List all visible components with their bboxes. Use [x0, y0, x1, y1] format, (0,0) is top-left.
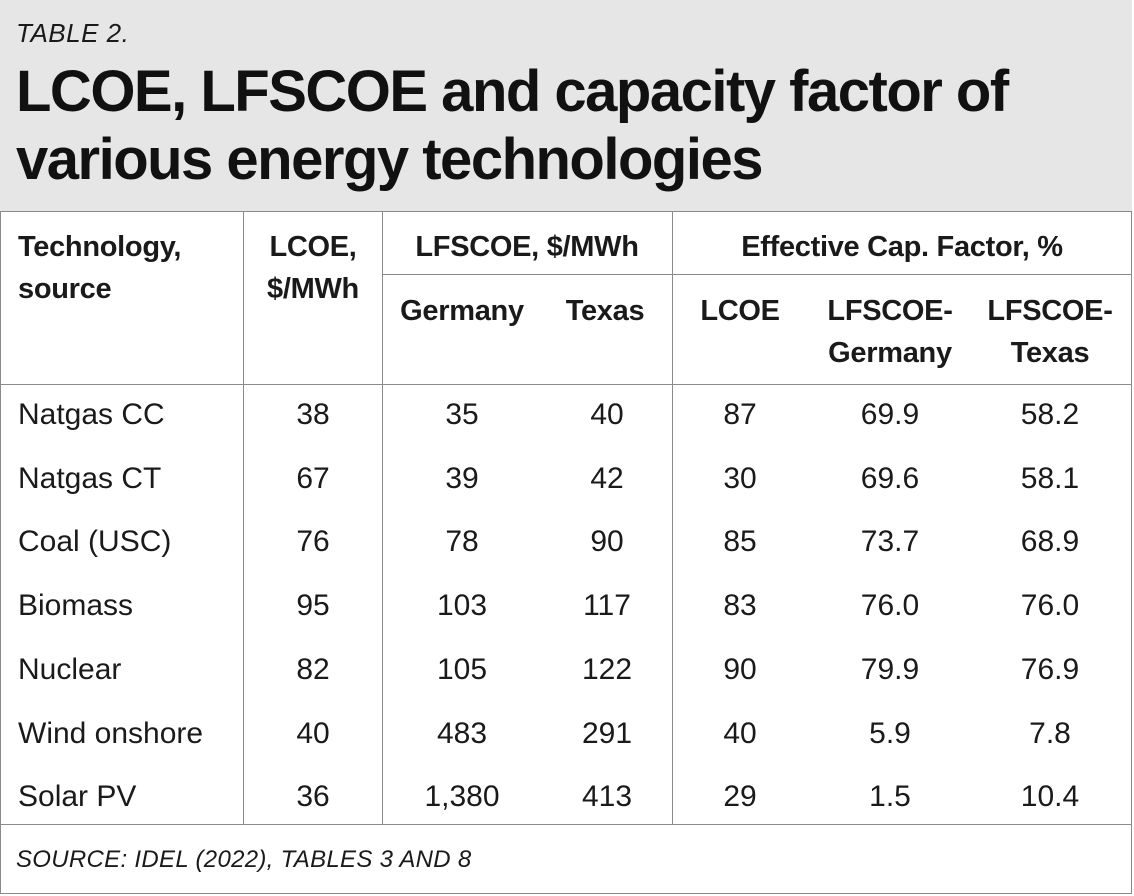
- cell-lcoe: 38: [296, 398, 330, 431]
- cell-cf-lcoe: 83: [723, 589, 757, 623]
- column-divider: [672, 212, 673, 824]
- cell-cf-germany: 76.0: [860, 589, 920, 623]
- header-cf-germany-line-2: Germany: [828, 337, 952, 369]
- cell-lfscoe-texas: 413: [581, 780, 633, 814]
- header-cf-texas-line-2: Texas: [1010, 337, 1090, 369]
- subheader-divider: [382, 274, 1132, 275]
- cell-cf-texas: 68.9: [1020, 525, 1080, 559]
- cell-lfscoe-germany: 35: [445, 398, 479, 431]
- header-cf-germany-line-1: LFSCOE-: [827, 295, 953, 327]
- cell-cf-lcoe: 87: [723, 398, 757, 431]
- cell-lcoe: 67: [296, 461, 330, 495]
- cell-technology: Nuclear: [18, 652, 122, 686]
- cell-lcoe: 82: [296, 652, 330, 686]
- cell-lcoe: 36: [296, 780, 330, 814]
- header-technology-line-2: source: [18, 273, 112, 305]
- cell-cf-germany: 5.9: [869, 716, 911, 750]
- header-technology-line-1: Technology,: [18, 231, 182, 263]
- source-note: SOURCE: IDEL (2022), TABLES 3 AND 8: [16, 846, 472, 873]
- cell-lfscoe-germany: 105: [436, 652, 488, 686]
- column-divider: [243, 384, 244, 824]
- cell-lcoe: 40: [296, 716, 330, 750]
- cell-technology: Biomass: [18, 589, 134, 623]
- header-effective-cap-factor: Effective Cap. Factor, %: [741, 231, 1063, 263]
- cell-technology: Natgas CT: [18, 461, 162, 495]
- column-divider: [243, 212, 244, 384]
- cell-lfscoe-germany: 39: [445, 461, 479, 495]
- header-texas: Texas: [565, 295, 645, 327]
- header-lcoe-line-1: LCOE,: [269, 231, 357, 263]
- cell-cf-germany: 79.9: [860, 652, 920, 686]
- table-header-banner: TABLE 2. LCOE, LFSCOE and capacity facto…: [0, 0, 1132, 212]
- header-cf-lcoe: LCOE: [700, 295, 780, 327]
- cell-cf-lcoe: 29: [723, 780, 757, 814]
- cell-cf-germany: 69.9: [860, 398, 920, 431]
- cell-cf-texas: 76.9: [1020, 652, 1080, 686]
- cell-cf-texas: 76.0: [1020, 589, 1080, 623]
- cell-cf-texas: 58.2: [1020, 398, 1080, 431]
- header-cf-germany: LFSCOE- Germany: [815, 290, 965, 374]
- column-divider: [382, 212, 383, 824]
- cell-cf-lcoe: 40: [723, 716, 757, 750]
- table-title-line-2: various energy technologies: [16, 127, 763, 192]
- header-germany: Germany: [400, 295, 524, 327]
- cell-cf-germany: 1.5: [869, 780, 911, 814]
- cell-lcoe: 76: [296, 525, 330, 559]
- cell-lcoe: 95: [296, 589, 330, 623]
- cell-cf-lcoe: 85: [723, 525, 757, 559]
- header-lcoe: LCOE, $/MWh: [250, 226, 376, 310]
- cell-lfscoe-germany: 483: [436, 716, 488, 750]
- header-body-divider: [0, 384, 1132, 385]
- cell-cf-lcoe: 90: [723, 652, 757, 686]
- header-lcoe-line-2: $/MWh: [267, 273, 359, 305]
- cell-technology: Solar PV: [18, 780, 137, 814]
- cell-technology: Wind onshore: [18, 716, 204, 750]
- cell-lfscoe-texas: 40: [590, 398, 624, 431]
- table-title: LCOE, LFSCOE and capacity factor of vari…: [16, 58, 1116, 194]
- cell-technology: Coal (USC): [18, 525, 172, 559]
- cell-lfscoe-texas: 42: [590, 461, 624, 495]
- cell-cf-lcoe: 30: [723, 461, 757, 495]
- cell-cf-texas: 7.8: [1029, 716, 1071, 750]
- cell-lfscoe-texas: 291: [581, 716, 633, 750]
- cell-lfscoe-germany: 103: [436, 589, 488, 623]
- header-cf-texas-line-1: LFSCOE-: [987, 295, 1113, 327]
- cell-lfscoe-germany: 78: [445, 525, 479, 559]
- cell-cf-texas: 10.4: [1020, 780, 1080, 814]
- table-title-line-1: LCOE, LFSCOE and capacity factor of: [16, 59, 1009, 124]
- header-technology: Technology, source: [18, 226, 181, 310]
- table-number: TABLE 2.: [16, 18, 130, 48]
- cell-lfscoe-germany: 1,380: [424, 780, 500, 814]
- cell-lfscoe-texas: 117: [583, 589, 631, 623]
- cell-technology: Natgas CC: [18, 398, 165, 431]
- cell-lfscoe-texas: 122: [581, 652, 633, 686]
- cell-lfscoe-texas: 90: [590, 525, 624, 559]
- footer-divider: [0, 824, 1132, 825]
- cell-cf-germany: 73.7: [860, 525, 920, 559]
- cell-cf-texas: 58.1: [1020, 461, 1080, 495]
- header-lfscoe: LFSCOE, $/MWh: [415, 231, 639, 263]
- header-cf-texas: LFSCOE- Texas: [975, 290, 1125, 374]
- cell-cf-germany: 69.6: [860, 461, 920, 495]
